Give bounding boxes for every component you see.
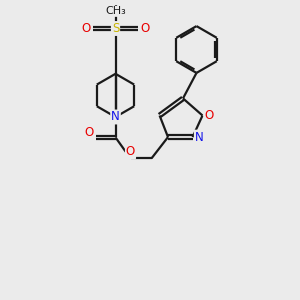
Text: O: O (140, 22, 149, 35)
Text: N: N (111, 110, 120, 124)
Text: S: S (112, 22, 119, 35)
Text: CH₃: CH₃ (105, 6, 126, 16)
Text: O: O (205, 109, 214, 122)
Text: O: O (82, 22, 91, 35)
Text: O: O (85, 126, 94, 140)
Text: O: O (126, 145, 135, 158)
Text: N: N (195, 130, 204, 144)
